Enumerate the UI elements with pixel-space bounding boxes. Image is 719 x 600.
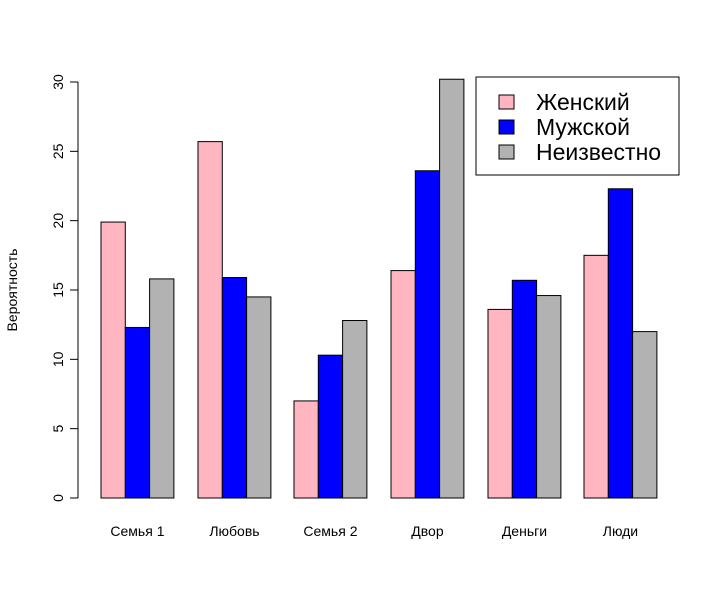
x-category-label: Люди: [603, 523, 638, 539]
y-axis-label: Вероятность: [4, 249, 20, 332]
y-axis: 0 5 10 15 20 25 30: [50, 74, 79, 502]
legend-swatch: [498, 94, 515, 110]
x-category-label: Семья 2: [303, 523, 357, 539]
bar: [221, 277, 248, 499]
y-tick-label: 5: [50, 425, 66, 433]
bar: [583, 254, 609, 499]
bar: [149, 278, 175, 499]
y-tick-label: 10: [50, 351, 66, 367]
bar: [100, 221, 126, 499]
bar: [632, 331, 658, 499]
bar: [607, 188, 634, 499]
bar: [414, 170, 441, 499]
bar: [293, 400, 319, 499]
bar: [317, 354, 344, 499]
bar: [511, 279, 538, 499]
x-category-label: Любовь: [209, 523, 259, 539]
y-tick-label: 0: [50, 494, 66, 502]
bar: [390, 270, 416, 499]
bar: [536, 295, 562, 499]
legend-label: Женский: [536, 89, 630, 115]
x-category-labels: Семья 1 Любовь Семья 2 Двор Деньги Люди: [110, 523, 638, 539]
y-tick-label: 20: [50, 213, 66, 229]
legend-swatch: [498, 119, 515, 135]
x-category-label: Двор: [411, 523, 444, 539]
bar: [487, 308, 513, 499]
y-tick-label: 30: [50, 74, 66, 90]
legend-swatch: [498, 144, 515, 160]
bars: [100, 78, 658, 499]
y-tick-label: 25: [50, 143, 66, 159]
y-tick-label: 15: [50, 282, 66, 298]
legend-label: Неизвестно: [536, 139, 661, 165]
bar: [246, 296, 272, 499]
x-category-label: Деньги: [502, 523, 547, 539]
x-category-label: Семья 1: [110, 523, 164, 539]
bar: [197, 141, 223, 499]
bar: [124, 326, 151, 499]
bar: [342, 320, 368, 499]
bar: [439, 78, 465, 499]
legend-label: Мужской: [536, 114, 630, 140]
